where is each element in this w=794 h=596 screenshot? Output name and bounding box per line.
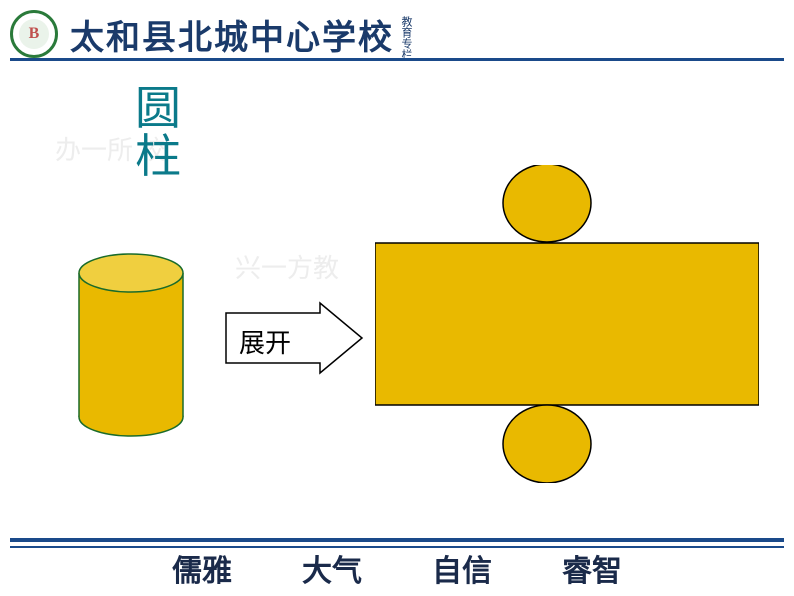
cylinder-net (375, 165, 759, 483)
net-bottom-circle (503, 405, 591, 483)
title-line1: 圆 (135, 85, 181, 133)
footer-item-1: 儒雅 (172, 546, 232, 590)
arrow-label: 展开 (239, 323, 291, 360)
footer-item-3: 自信 (432, 546, 492, 590)
footer-item-4: 睿智 (562, 546, 622, 590)
school-logo: B (10, 10, 58, 58)
net-rect (375, 243, 759, 405)
header-divider (10, 58, 784, 61)
title-line2: 柱 (135, 133, 181, 181)
school-name: 太和县北城中心学校 (70, 10, 394, 59)
footer: 儒雅 大气 自信 睿智 (0, 546, 794, 590)
footer-divider-thick (10, 538, 784, 542)
footer-item-2: 大气 (302, 546, 362, 590)
cyl-top (79, 254, 183, 292)
logo-inner: B (19, 19, 49, 49)
header: B 太和县北城中心学校 教育专栏 (0, 0, 794, 60)
watermark-2: 兴一方教 (235, 248, 339, 285)
school-subscript: 教育专栏 (400, 16, 411, 60)
net-top-circle (503, 165, 591, 242)
slide-title: 圆 柱 (135, 85, 181, 182)
cylinder-shape (78, 253, 184, 437)
cyl-body (79, 273, 183, 417)
